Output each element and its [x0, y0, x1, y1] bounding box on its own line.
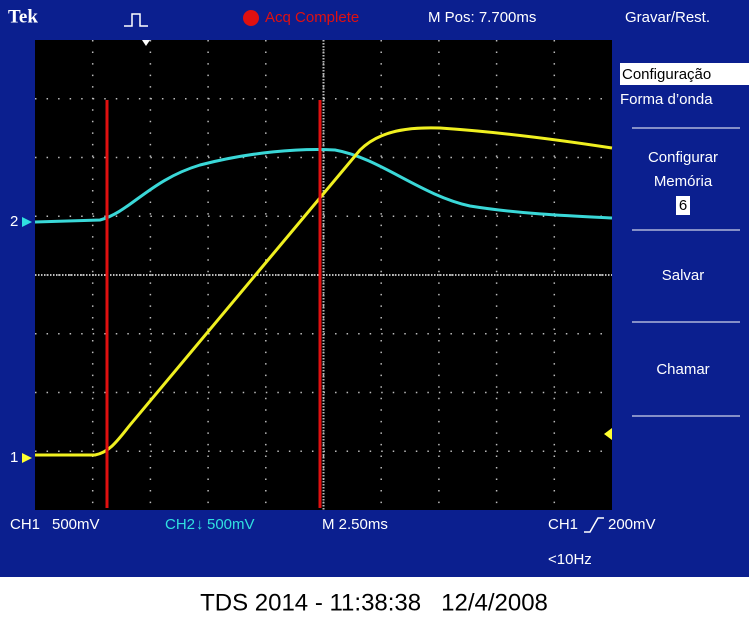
ch1-scale: 500mV: [52, 516, 100, 533]
ch1-label: CH1: [10, 516, 40, 533]
menu-configure[interactable]: Configurar: [648, 149, 718, 166]
m-pos: M Pos: 7.700ms: [428, 9, 536, 26]
ch1-marker: 1: [10, 449, 18, 466]
ch2-label: CH2: [165, 516, 195, 533]
ch2-marker: 2: [10, 213, 18, 230]
timebase: M 2.50ms: [322, 516, 388, 533]
menu-waveform[interactable]: Forma d’onda: [620, 91, 713, 108]
trigger-source: CH1: [548, 516, 578, 533]
menu-recall[interactable]: Chamar: [656, 361, 709, 378]
menu-setup[interactable]: Configuração: [622, 66, 711, 83]
menu-memory[interactable]: Memória: [654, 173, 713, 190]
page: Tek Acq Complete M Pos: 7.700ms Gravar/R…: [0, 0, 749, 621]
trigger-level: 200mV: [608, 516, 656, 533]
frequency: <10Hz: [548, 551, 592, 568]
menu-memory-slot[interactable]: 6: [679, 197, 687, 214]
caption: TDS 2014 - 11:38:38 12/4/2008: [200, 589, 548, 616]
menu-save[interactable]: Salvar: [662, 267, 705, 284]
ch2-scale: 500mV: [207, 516, 255, 533]
acq-status: Acq Complete: [265, 9, 359, 26]
scope-screen: Tek Acq Complete M Pos: 7.700ms Gravar/R…: [0, 0, 749, 621]
acq-indicator: [243, 10, 259, 26]
ch2-coupling: ↓: [196, 516, 204, 533]
brand: Tek: [8, 6, 38, 27]
menu-title: Gravar/Rest.: [625, 9, 710, 26]
